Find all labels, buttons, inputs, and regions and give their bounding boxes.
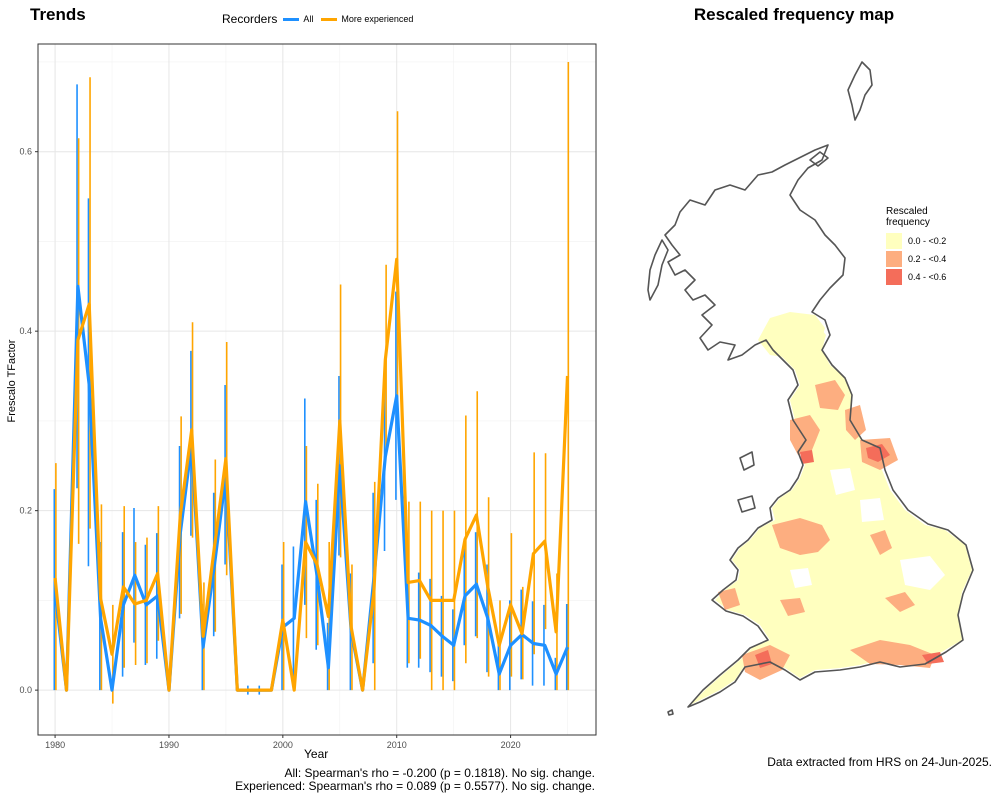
series-line xyxy=(53,257,570,692)
map-coastline-isle-of-man xyxy=(739,451,755,471)
x-tick-label: 2000 xyxy=(273,740,293,750)
map-legend-label: 0.4 - <0.6 xyxy=(908,272,947,282)
map-outline-layer xyxy=(647,61,974,716)
x-tick-label: 2020 xyxy=(501,740,521,750)
data-source-note: Data extracted from HRS on 24-Jun-2025. xyxy=(767,755,992,769)
map-gap-1 xyxy=(900,556,945,590)
map-patch-dorset xyxy=(850,640,935,668)
map-legend-label: 0.2 - <0.4 xyxy=(908,254,947,264)
map-coastline-gb xyxy=(664,144,974,708)
y-tick-label: 0.6 xyxy=(19,147,32,157)
map-patch-somerset xyxy=(780,598,805,616)
trends-title: Trends xyxy=(30,5,86,24)
x-axis-label: Year xyxy=(304,747,329,761)
map-coastline-anglesey xyxy=(737,495,756,513)
map-patch-lincs xyxy=(870,530,892,555)
legend-item-experienced: More experienced xyxy=(321,14,413,24)
map-patch-sw-wales xyxy=(718,588,740,610)
map-patch-north-pennines xyxy=(815,380,845,410)
legend-swatch-experienced xyxy=(321,17,338,21)
map-patch-anglia xyxy=(885,592,915,612)
map-hotspot-cumbria xyxy=(800,450,814,464)
map-patch-lakes xyxy=(790,415,820,455)
map-gap-3 xyxy=(790,568,812,588)
legend-label-experienced: More experienced xyxy=(341,14,414,24)
map-legend-row: 0.4 - <0.6 xyxy=(886,268,946,286)
y-tick-label: 0.2 xyxy=(19,506,32,516)
map-hotspot-sussex xyxy=(922,652,944,664)
stats-line-all: All: Spearman's rho = -0.200 (p = 0.1818… xyxy=(284,766,595,780)
series-line xyxy=(53,284,569,692)
legend-title: Recorders xyxy=(222,12,278,26)
map-legend-row: 0.2 - <0.4 xyxy=(886,250,946,268)
chart-legend: Recorders All More experienced xyxy=(222,12,421,26)
legend-swatch-all xyxy=(283,17,300,21)
map-patch-wales xyxy=(772,518,830,555)
plot-border xyxy=(37,43,597,736)
map-title: Rescaled frequency map xyxy=(693,5,895,24)
map-legend-swatch xyxy=(886,251,902,267)
map-coastline-hebrides xyxy=(647,239,669,301)
map-region-south-scotland xyxy=(758,312,825,358)
map-coastline-scilly xyxy=(667,709,674,716)
map-legend-swatch xyxy=(886,233,902,249)
map-hotspot-tees xyxy=(866,444,890,462)
map-gap-4 xyxy=(860,498,884,522)
x-tick-label: 1980 xyxy=(45,740,65,750)
stats-line-experienced: Experienced: Spearman's rho = 0.089 (p =… xyxy=(235,779,595,793)
frequency-map xyxy=(647,61,974,716)
map-coastline-shetland xyxy=(847,61,873,121)
map-fill-layer xyxy=(690,312,972,705)
x-tick-label: 1990 xyxy=(159,740,179,750)
map-legend-title-line1: Rescaled xyxy=(886,206,928,217)
y-tick-label: 0.4 xyxy=(19,326,32,336)
map-legend-title-line2: frequency xyxy=(886,217,930,228)
trends-chart: 0.0 0.2 0.4 0.6 1980 1990 2000 2010 2020 xyxy=(19,43,597,750)
legend-label-all: All xyxy=(303,14,314,24)
map-legend-label: 0.0 - <0.2 xyxy=(908,236,947,246)
map-legend-title: Rescaled frequency xyxy=(886,206,946,228)
y-axis-label: Frescalo TFactor xyxy=(6,339,18,423)
map-legend: Rescaled frequency 0.0 - <0.2 0.2 - <0.4… xyxy=(886,206,946,286)
map-region-england-wales xyxy=(690,322,972,705)
y-tick-label: 0.0 xyxy=(19,685,32,695)
legend-item-all: All xyxy=(283,14,313,24)
x-tick-label: 2010 xyxy=(387,740,407,750)
map-coastline-orkney xyxy=(809,151,829,167)
map-gap-2 xyxy=(830,468,855,495)
stats-text: All: Spearman's rho = -0.200 (p = 0.1818… xyxy=(235,767,595,793)
map-legend-swatch xyxy=(886,269,902,285)
map-legend-row: 0.0 - <0.2 xyxy=(886,232,946,250)
